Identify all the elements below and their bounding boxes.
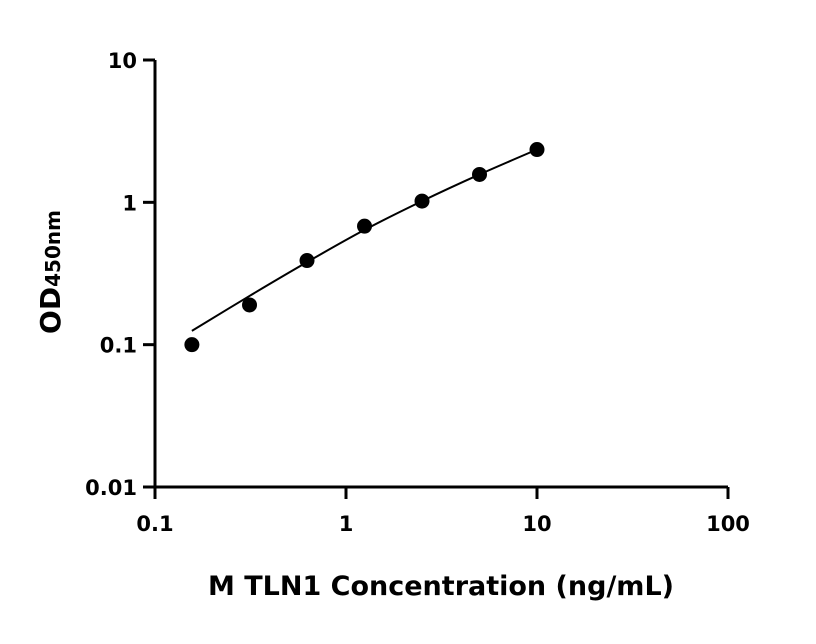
data-point xyxy=(299,253,315,269)
y-tick-label: 1 xyxy=(122,191,137,215)
y-tick-label: 0.01 xyxy=(85,476,137,500)
y-axis-label: OD450nm xyxy=(34,210,67,334)
y-tick-label: 0.1 xyxy=(100,334,137,358)
svg-text:OD450nm: OD450nm xyxy=(34,210,67,334)
y-axis-label-subscript: 450nm xyxy=(41,210,65,287)
x-tick-label: 1 xyxy=(339,512,354,536)
data-point xyxy=(357,218,373,234)
y-tick-label: 10 xyxy=(108,49,137,73)
x-axis-label: M TLN1 Concentration (ng/mL) xyxy=(208,571,674,602)
data-point xyxy=(414,193,430,209)
y-axis-label-main: OD xyxy=(34,287,67,334)
x-tick-label: 100 xyxy=(706,512,750,536)
data-point xyxy=(184,337,200,353)
data-point xyxy=(529,142,545,158)
x-tick-label: 0.1 xyxy=(136,512,173,536)
data-point xyxy=(242,297,258,313)
x-tick-label: 10 xyxy=(522,512,551,536)
data-point xyxy=(472,166,488,182)
